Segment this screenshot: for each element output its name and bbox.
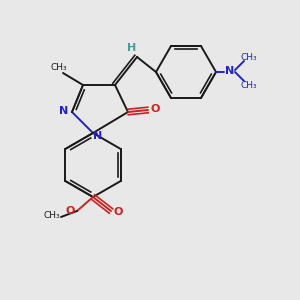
Text: N: N [59, 106, 69, 116]
Text: CH₃: CH₃ [51, 64, 67, 73]
Text: O: O [150, 104, 160, 114]
Text: N: N [225, 66, 235, 76]
Text: CH₃: CH₃ [241, 80, 257, 89]
Text: O: O [113, 207, 123, 217]
Text: CH₃: CH₃ [44, 211, 60, 220]
Text: H: H [128, 43, 136, 53]
Text: O: O [65, 206, 75, 216]
Text: N: N [93, 131, 103, 141]
Text: CH₃: CH₃ [241, 52, 257, 62]
